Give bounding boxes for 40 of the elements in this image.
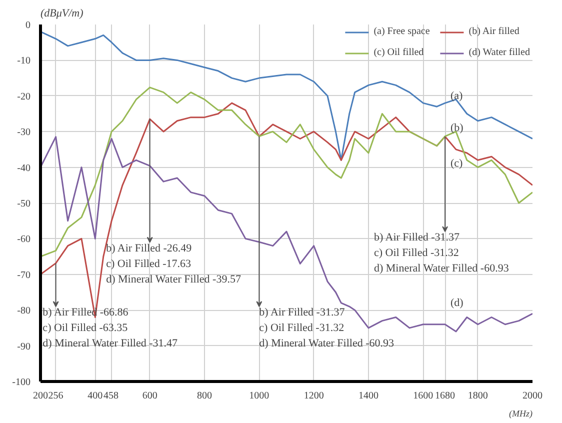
x-tick-label: 1600 [413, 390, 434, 402]
annotation: b) Air Filled -31.37 c) Oil Filled -31.32 d) Mineral Water Filled -60.93 [259, 306, 395, 350]
annotation: (a) [450, 90, 464, 102]
x-tick-label: 1400 [358, 390, 378, 402]
y-tick-label: -20 [17, 91, 31, 102]
y-tick-label: -90 [17, 341, 31, 352]
annotation: b) Air Filled -26.49 c) Oil Filled -17.63 d) Mineral Water Filled -39.57 [106, 242, 242, 286]
x-axis-title: (MHz) [509, 408, 533, 418]
x-tick-label: 256 [48, 390, 64, 402]
y-tick-label: -50 [17, 198, 31, 210]
x-tick-label: 400 [88, 390, 103, 402]
x-tick-label: 600 [142, 390, 158, 402]
x-tick-label: 1200 [304, 390, 324, 402]
legend-label: (a) Free space [374, 26, 430, 37]
legend-label: (d) Water filled [468, 47, 530, 58]
y-axis-title: (dBμV/m) [40, 8, 84, 20]
line-series [40, 136, 532, 332]
y-tick-label: -70 [17, 270, 31, 281]
y-tick-label: -10 [17, 56, 31, 67]
y-tick-label: -30 [17, 127, 31, 138]
y-tick-label: -80 [17, 306, 31, 317]
annotation: b) Air Filled -31.37 c) Oil Filled -31.32 d) Mineral Water Filled -60.93 [374, 232, 510, 275]
legend-label: (c) Oil filled [374, 47, 424, 58]
y-tick-label: -60 [17, 234, 31, 246]
x-tick-label: 1680 [435, 390, 456, 402]
line-series [40, 102, 532, 318]
y-tick-label: -100 [12, 377, 31, 388]
legend-label: (b) Air filled [468, 26, 520, 37]
x-tick-label: 1800 [468, 390, 488, 402]
y-tick-label: 0 [26, 20, 30, 31]
annotation: (d) [450, 296, 464, 309]
annotation: (b) [450, 122, 464, 134]
x-tick-label: 1000 [249, 390, 270, 402]
y-tick-label: -40 [17, 162, 31, 174]
x-tick-label: 458 [104, 390, 119, 402]
x-tick-label: 2000 [522, 390, 542, 402]
x-tick-label: 200 [33, 390, 48, 402]
x-tick-label: 800 [197, 390, 212, 402]
annotation: (c) [450, 158, 464, 170]
line-series [40, 86, 532, 258]
